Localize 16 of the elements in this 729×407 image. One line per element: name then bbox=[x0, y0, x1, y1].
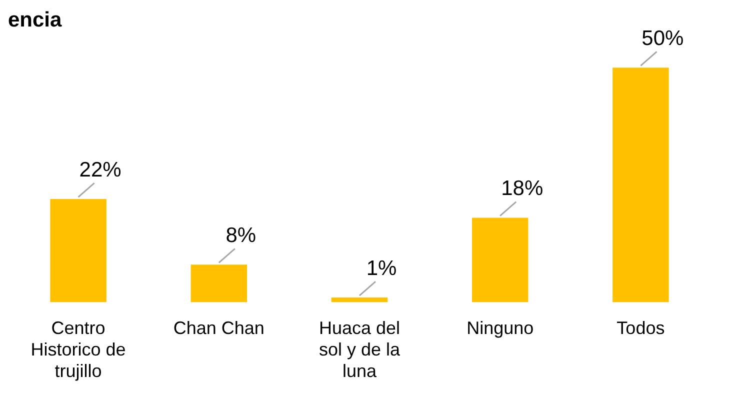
bar bbox=[472, 218, 528, 302]
bar bbox=[190, 264, 248, 302]
data-label: 1% bbox=[366, 256, 397, 280]
data-label: 50% bbox=[642, 26, 684, 50]
bar bbox=[612, 68, 669, 302]
chart-title: encia bbox=[8, 8, 62, 32]
x-tick-label: Ninguno bbox=[466, 318, 534, 338]
data-label: 8% bbox=[226, 224, 256, 247]
data-label: 18% bbox=[501, 177, 544, 200]
data-label: 22% bbox=[79, 158, 122, 182]
bar bbox=[50, 199, 106, 302]
x-tick-label: Centro Historico de trujillo bbox=[30, 318, 126, 382]
x-tick-label: Todos bbox=[616, 318, 665, 338]
bar bbox=[331, 298, 388, 302]
x-tick-label: Chan Chan bbox=[173, 318, 264, 338]
x-tick-label: Huaca del sol y de la luna bbox=[318, 318, 402, 382]
